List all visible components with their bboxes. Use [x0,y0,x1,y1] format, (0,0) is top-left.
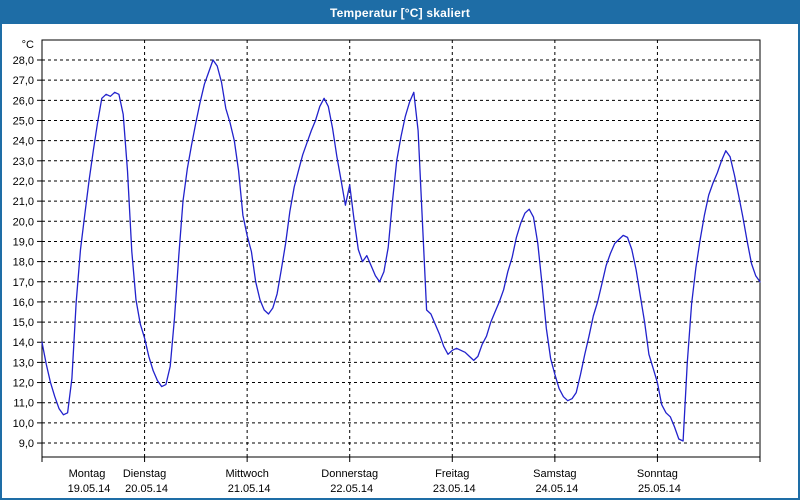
x-date-label: 19.05.14 [68,483,111,495]
y-tick-label: 27,0 [13,75,34,87]
x-date-label: 24.05.14 [535,483,578,495]
y-tick-label: 23,0 [13,156,34,168]
y-tick-label: 9,0 [19,438,34,450]
y-tick-label: 15,0 [13,317,34,329]
temperature-chart-svg: 28,0 27,0 26,0 25,0 24,0 23,0 22,0 21,0 20,0 19,0… [13,39,761,495]
y-axis-unit-label: °C [22,39,34,51]
temperature-series-line [41,59,761,442]
y-tick-label: 19,0 [13,236,34,248]
x-day-label: Samstag [533,468,576,480]
x-day-label: Mittwoch [225,468,268,480]
y-tick-label: 11,0 [13,398,34,410]
y-tick-label: 17,0 [13,277,34,289]
x-date-label: 25.05.14 [638,483,681,495]
x-date-label: 23.05.14 [433,483,476,495]
chart-area: 28,0 27,0 26,0 25,0 24,0 23,0 22,0 21,0 20,0 19,0… [2,24,798,498]
y-tick-label: 13,0 [13,357,34,369]
x-day-label: Sonntag [637,468,678,480]
x-date-label: 22.05.14 [330,483,373,495]
x-day-label: Freitag [435,468,469,480]
x-date-label: 21.05.14 [228,483,271,495]
plot-frame [41,39,761,458]
y-tick-label: 28,0 [13,55,34,67]
y-tick-label: 14,0 [13,337,34,349]
window-title: Temperatur [°C] skaliert [329,6,471,20]
y-tick-label: 10,0 [13,418,34,430]
x-day-label: Montag [69,468,106,480]
y-tick-label: 18,0 [13,257,34,269]
y-tick-label: 12,0 [13,378,34,390]
y-tick-label: 20,0 [13,216,34,228]
y-tick-label: 16,0 [13,297,34,309]
y-tick-label: 24,0 [13,136,34,148]
y-tick-label: 21,0 [13,196,34,208]
y-tick-label: 26,0 [13,95,34,107]
title-bar: Temperatur [°C] skaliert [2,2,798,24]
x-day-label: Donnerstag [321,468,378,480]
x-day-label: Dienstag [123,468,166,480]
y-tick-label: 25,0 [13,115,34,127]
x-date-label: 20.05.14 [125,483,168,495]
y-tick-label: 22,0 [13,176,34,188]
